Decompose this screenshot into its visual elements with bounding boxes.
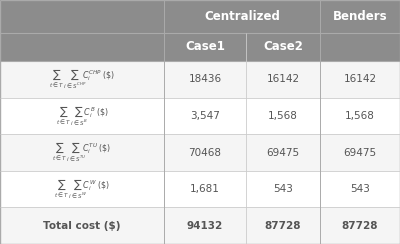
Text: Benders: Benders bbox=[333, 10, 387, 23]
Bar bbox=[320, 33, 400, 61]
Bar bbox=[164, 207, 246, 244]
Bar bbox=[246, 207, 320, 244]
Bar bbox=[246, 98, 320, 134]
Bar bbox=[0, 171, 164, 207]
Text: $\sum_{t\in T}\;\sum_{i\in S^{B}}\!\!C_i^{B}\;(\$)$: $\sum_{t\in T}\;\sum_{i\in S^{B}}\!\!C_i… bbox=[56, 104, 108, 128]
Bar bbox=[164, 0, 320, 33]
Text: 87728: 87728 bbox=[342, 221, 378, 231]
Bar bbox=[0, 33, 164, 61]
Text: 16142: 16142 bbox=[344, 74, 376, 84]
Bar bbox=[320, 0, 400, 33]
Text: 18436: 18436 bbox=[188, 74, 222, 84]
Text: 69475: 69475 bbox=[344, 148, 376, 157]
Text: 1,568: 1,568 bbox=[268, 111, 298, 121]
Text: 70468: 70468 bbox=[188, 148, 222, 157]
Bar bbox=[0, 61, 164, 98]
Text: $\sum_{t\in T}\;\sum_{i\in S^{CHP}}\!\!C_i^{CHP}\;(\$)$: $\sum_{t\in T}\;\sum_{i\in S^{CHP}}\!\!C… bbox=[49, 68, 115, 91]
Bar bbox=[164, 134, 246, 171]
Text: 1,681: 1,681 bbox=[190, 184, 220, 194]
Bar bbox=[246, 61, 320, 98]
Bar bbox=[164, 61, 246, 98]
Bar bbox=[0, 207, 164, 244]
Text: 16142: 16142 bbox=[266, 74, 300, 84]
Text: Case2: Case2 bbox=[263, 41, 303, 53]
Text: 3,547: 3,547 bbox=[190, 111, 220, 121]
Text: Case1: Case1 bbox=[185, 41, 225, 53]
Text: 543: 543 bbox=[350, 184, 370, 194]
Bar bbox=[320, 98, 400, 134]
Bar bbox=[0, 0, 164, 33]
Bar bbox=[0, 98, 164, 134]
Text: $\sum_{t\in T}\;\sum_{i\in S^{TU}}\!\!C_i^{TU}\;(\$)$: $\sum_{t\in T}\;\sum_{i\in S^{TU}}\!\!C_… bbox=[52, 141, 112, 164]
Bar bbox=[164, 98, 246, 134]
Text: 543: 543 bbox=[273, 184, 293, 194]
Bar bbox=[320, 207, 400, 244]
Bar bbox=[0, 134, 164, 171]
Bar bbox=[320, 134, 400, 171]
Bar bbox=[164, 33, 246, 61]
Bar bbox=[246, 171, 320, 207]
Text: 1,568: 1,568 bbox=[345, 111, 375, 121]
Text: Centralized: Centralized bbox=[204, 10, 280, 23]
Text: 69475: 69475 bbox=[266, 148, 300, 157]
Bar bbox=[320, 61, 400, 98]
Text: Total cost ($): Total cost ($) bbox=[43, 221, 121, 231]
Bar bbox=[246, 134, 320, 171]
Text: $\sum_{t\in T}\;\sum_{i\in S^{W}}\!\!C_i^{W}\;(\$)$: $\sum_{t\in T}\;\sum_{i\in S^{W}}\!\!C_i… bbox=[54, 177, 110, 201]
Bar bbox=[320, 171, 400, 207]
Bar bbox=[164, 171, 246, 207]
Text: 87728: 87728 bbox=[265, 221, 301, 231]
Bar bbox=[246, 33, 320, 61]
Text: 94132: 94132 bbox=[187, 221, 223, 231]
